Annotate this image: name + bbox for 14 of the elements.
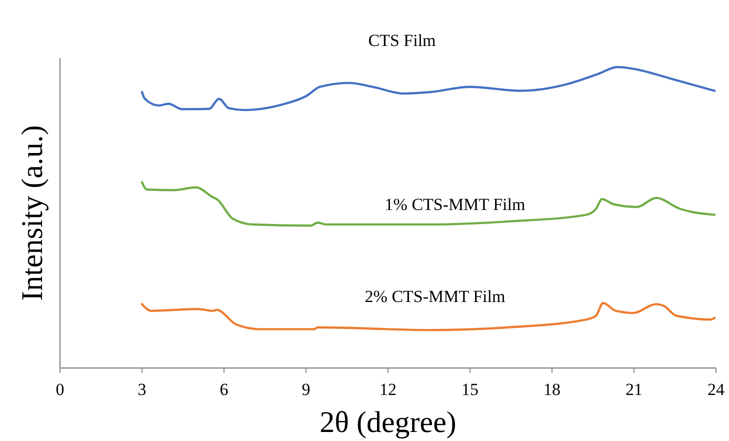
x-tick-label: 24 <box>708 380 725 399</box>
x-tick-label: 9 <box>302 380 310 399</box>
x-tick-label: 0 <box>56 380 64 399</box>
series-label: 2% CTS-MMT Film <box>364 287 506 306</box>
text: CTS Film <box>368 31 436 50</box>
x-axis-title: 2θ (degree) <box>320 406 456 439</box>
y-axis-title: Intensity (a.u.) <box>16 125 49 301</box>
series-label: 1% CTS-MMT Film <box>384 195 526 214</box>
x-tick-label: 12 <box>380 380 396 399</box>
x-tick-label: 21 <box>626 380 642 399</box>
x-tick-label: 15 <box>462 380 478 399</box>
x-tick-label: 3 <box>138 380 146 399</box>
x-tick-label: 18 <box>544 380 560 399</box>
x-tick-label: 6 <box>220 380 228 399</box>
